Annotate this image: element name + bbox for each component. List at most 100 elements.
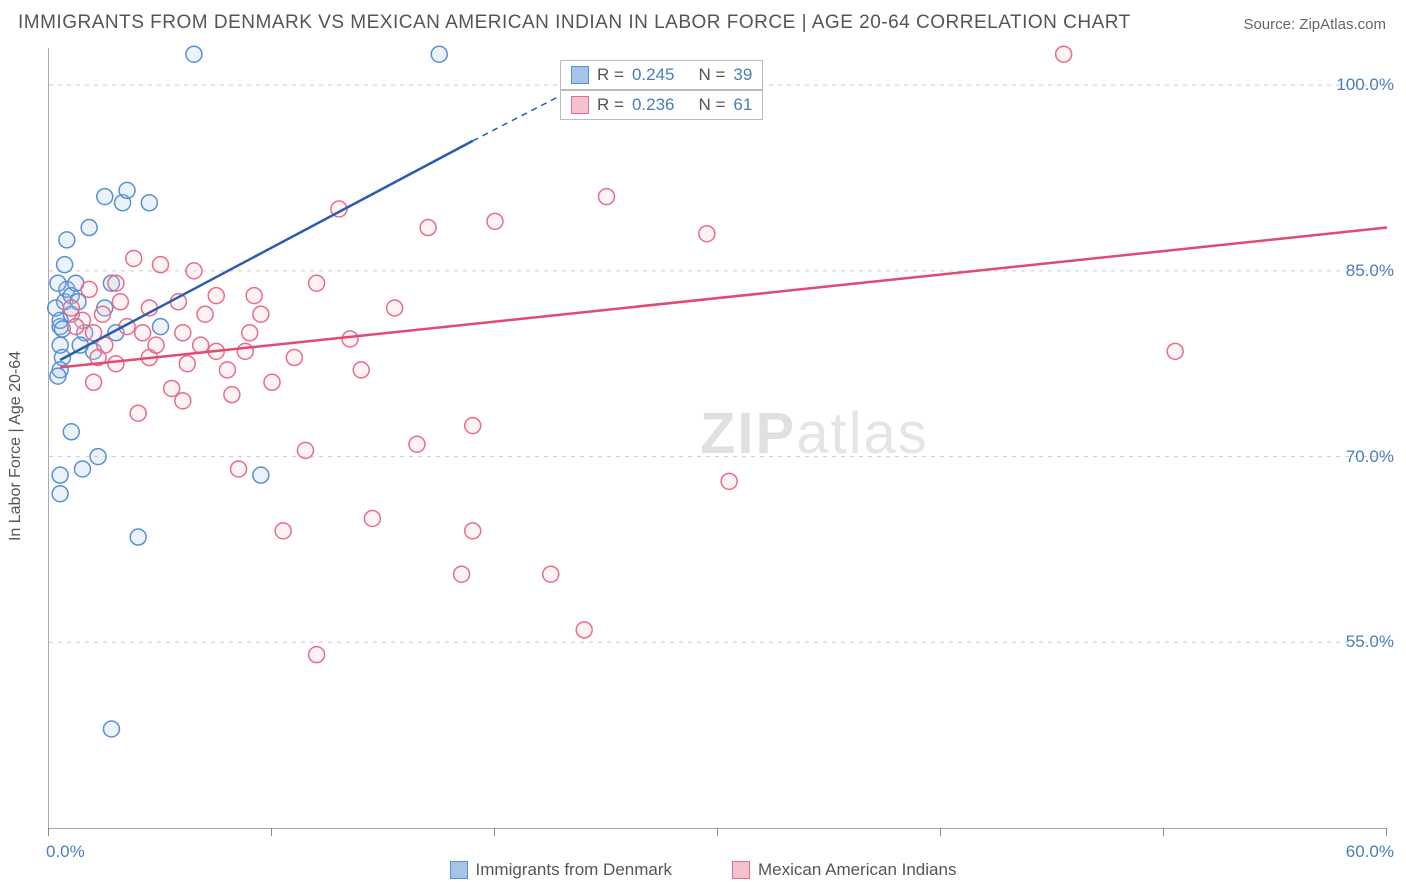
scatter-point-mexican — [164, 380, 180, 396]
legend-swatch-mexican — [732, 861, 750, 879]
scatter-point-mexican — [309, 647, 325, 663]
scatter-point-mexican — [454, 566, 470, 582]
x-tick — [717, 828, 718, 836]
scatter-point-denmark — [52, 467, 68, 483]
scatter-point-mexican — [1167, 343, 1183, 359]
scatter-point-denmark — [186, 46, 202, 62]
scatter-point-mexican — [364, 510, 380, 526]
scatter-point-mexican — [193, 337, 209, 353]
x-tick — [1163, 828, 1164, 836]
scatter-point-mexican — [175, 325, 191, 341]
x-tick — [494, 828, 495, 836]
scatter-point-denmark — [50, 275, 66, 291]
scatter-point-mexican — [297, 442, 313, 458]
stats-R-label: R = — [597, 95, 624, 115]
scatter-point-mexican — [175, 393, 191, 409]
legend-item-denmark: Immigrants from Denmark — [450, 860, 672, 880]
scatter-point-denmark — [130, 529, 146, 545]
stats-box-denmark: R =0.245N =39 — [560, 60, 763, 90]
scatter-point-denmark — [97, 189, 113, 205]
scatter-point-mexican — [342, 331, 358, 347]
scatter-point-denmark — [90, 449, 106, 465]
scatter-point-mexican — [63, 300, 79, 316]
scatter-point-denmark — [59, 232, 75, 248]
scatter-point-mexican — [237, 343, 253, 359]
y-axis-title: In Labor Force | Age 20-64 — [7, 351, 25, 541]
scatter-point-denmark — [81, 220, 97, 236]
legend-swatch-denmark — [450, 861, 468, 879]
scatter-point-denmark — [153, 319, 169, 335]
x-tick — [940, 828, 941, 836]
scatter-point-denmark — [253, 467, 269, 483]
trend-line-denmark — [60, 141, 473, 360]
chart-title: IMMIGRANTS FROM DENMARK VS MEXICAN AMERI… — [18, 12, 1131, 34]
scatter-point-mexican — [108, 275, 124, 291]
scatter-point-denmark — [74, 461, 90, 477]
scatter-point-mexican — [186, 263, 202, 279]
scatter-point-denmark — [119, 182, 135, 198]
stats-N-label: N = — [698, 65, 725, 85]
scatter-point-mexican — [179, 356, 195, 372]
scatter-point-mexican — [420, 220, 436, 236]
scatter-point-mexican — [487, 213, 503, 229]
scatter-point-mexican — [599, 189, 615, 205]
x-axis-label-right: 60.0% — [1346, 842, 1394, 862]
scatter-point-denmark — [57, 257, 73, 273]
scatter-point-mexican — [242, 325, 258, 341]
scatter-point-denmark — [48, 300, 64, 316]
stats-box-mexican: R = 0.236 N = 61 — [560, 90, 763, 120]
stats-N-label: N = — [698, 95, 725, 115]
x-tick — [271, 828, 272, 836]
scatter-point-denmark — [50, 368, 66, 384]
stats-N-value-mexican: 61 — [733, 95, 752, 115]
scatter-point-mexican — [409, 436, 425, 452]
scatter-point-mexican — [197, 306, 213, 322]
scatter-point-mexican — [219, 362, 235, 378]
scatter-point-mexican — [353, 362, 369, 378]
scatter-point-mexican — [264, 374, 280, 390]
stats-R-value-denmark: 0.245 — [632, 65, 675, 85]
scatter-point-mexican — [721, 473, 737, 489]
stats-R-value-mexican: 0.236 — [632, 95, 675, 115]
scatter-point-mexican — [699, 226, 715, 242]
scatter-point-mexican — [95, 306, 111, 322]
scatter-point-mexican — [231, 461, 247, 477]
stats-R-label: R = — [597, 65, 624, 85]
plot-svg — [49, 48, 1387, 828]
scatter-point-mexican — [208, 288, 224, 304]
y-tick-label: 70.0% — [1346, 447, 1394, 467]
scatter-point-mexican — [108, 356, 124, 372]
y-tick-label: 85.0% — [1346, 261, 1394, 281]
legend-item-mexican: Mexican American Indians — [732, 860, 956, 880]
stats-swatch-mexican — [571, 96, 589, 114]
y-tick-label: 55.0% — [1346, 632, 1394, 652]
scatter-point-mexican — [286, 350, 302, 366]
scatter-point-mexican — [68, 319, 84, 335]
scatter-point-mexican — [112, 294, 128, 310]
scatter-point-denmark — [52, 486, 68, 502]
legend-bottom: Immigrants from Denmark Mexican American… — [0, 860, 1406, 880]
scatter-point-mexican — [86, 374, 102, 390]
scatter-point-mexican — [126, 250, 142, 266]
scatter-point-mexican — [81, 281, 97, 297]
scatter-point-mexican — [543, 566, 559, 582]
scatter-point-denmark — [141, 195, 157, 211]
scatter-point-mexican — [465, 523, 481, 539]
legend-label-mexican: Mexican American Indians — [758, 860, 956, 880]
scatter-point-mexican — [224, 387, 240, 403]
scatter-point-mexican — [1056, 46, 1072, 62]
correlation-chart: IMMIGRANTS FROM DENMARK VS MEXICAN AMERI… — [0, 0, 1406, 892]
scatter-point-denmark — [431, 46, 447, 62]
scatter-point-mexican — [387, 300, 403, 316]
scatter-point-mexican — [309, 275, 325, 291]
scatter-point-denmark — [103, 721, 119, 737]
source-label: Source: ZipAtlas.com — [1243, 16, 1386, 33]
scatter-point-mexican — [153, 257, 169, 273]
legend-label-denmark: Immigrants from Denmark — [476, 860, 672, 880]
plot-area — [48, 48, 1387, 829]
scatter-point-mexican — [576, 622, 592, 638]
scatter-point-mexican — [130, 405, 146, 421]
x-tick — [1386, 828, 1387, 836]
scatter-point-mexican — [246, 288, 262, 304]
y-tick-label: 100.0% — [1336, 75, 1394, 95]
